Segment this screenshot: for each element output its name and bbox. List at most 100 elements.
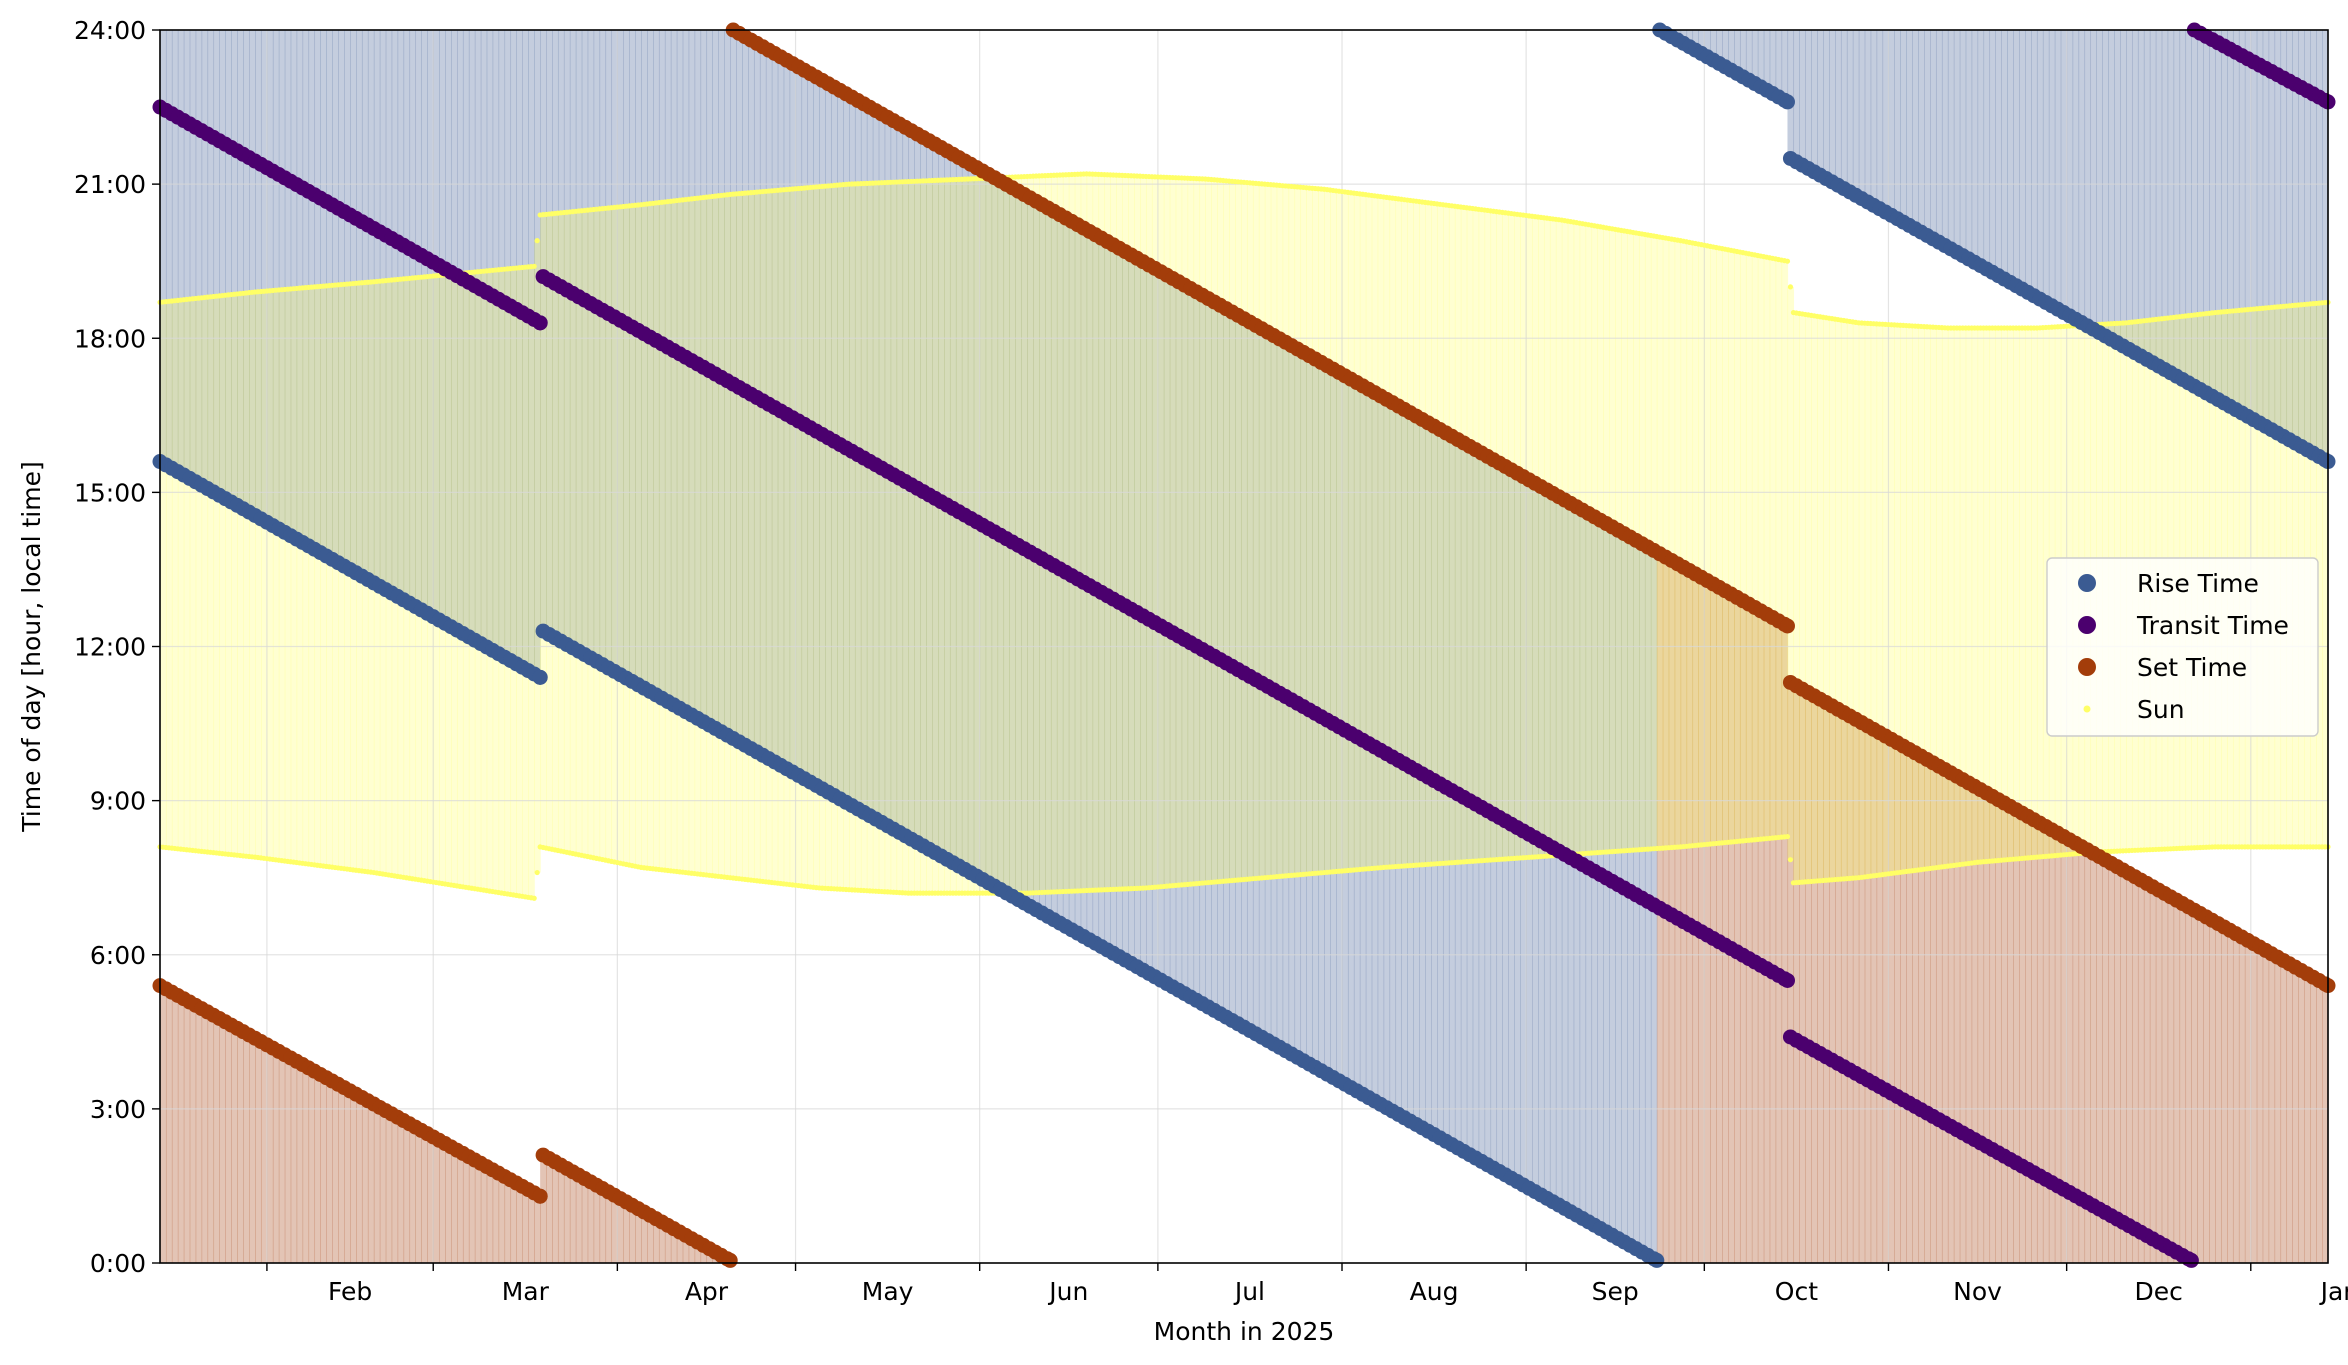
rise-fill — [183, 30, 191, 477]
set-fill — [189, 1003, 197, 1263]
sun-fill — [1924, 326, 1931, 869]
x-tick-label: Feb — [328, 1277, 372, 1306]
sun-fill — [1442, 205, 1450, 864]
sun-fill — [1888, 324, 1895, 874]
set-fill — [1989, 796, 1996, 1263]
sun-fill — [1318, 189, 1325, 873]
sun-fill — [1674, 240, 1682, 848]
set-fill — [1829, 705, 1836, 1263]
rise-fill — [1977, 30, 1985, 266]
set-fill — [1894, 742, 1901, 1263]
set-fill — [1918, 756, 1925, 1263]
sun-fill — [1543, 218, 1551, 857]
rise-fill — [2244, 30, 2252, 417]
sun-fill — [1484, 210, 1492, 861]
set-fill — [1846, 715, 1854, 1263]
sun-fill — [1223, 180, 1230, 882]
rise-fill — [1995, 30, 2002, 276]
y-tick-label: 3:00 — [90, 1095, 146, 1124]
rise-fill — [2215, 30, 2222, 400]
set-fill — [1817, 699, 1824, 1263]
set-fill — [2096, 856, 2103, 1263]
rise-fill — [2203, 30, 2210, 393]
sun-fill — [415, 277, 422, 880]
rise-fill — [1941, 30, 1949, 246]
set-fill — [171, 993, 179, 1263]
sun-fill — [1074, 174, 1082, 891]
sun-fill — [647, 203, 654, 869]
rise-fill — [213, 30, 220, 494]
sun-fill — [1330, 190, 1337, 872]
sun-fill — [1116, 175, 1123, 890]
set-fill — [1882, 736, 1890, 1263]
sun-fill — [1579, 223, 1587, 854]
set-fill — [498, 1174, 506, 1263]
sun-fill — [979, 178, 987, 894]
sun-fill — [1252, 183, 1260, 879]
set-fill — [290, 1059, 298, 1263]
sun-fill — [1270, 184, 1278, 877]
rise-fill — [676, 30, 684, 709]
rise-fill — [2310, 30, 2317, 454]
sun-fill — [1193, 178, 1201, 884]
sun-fill — [1739, 252, 1747, 841]
rise-fill — [255, 30, 262, 518]
sun-fill — [2025, 327, 2032, 858]
set-fill — [1840, 712, 1848, 1263]
sun-fill — [581, 210, 589, 856]
rise-fill — [2120, 30, 2127, 346]
sun-fill — [2019, 327, 2026, 859]
rise-fill — [1728, 30, 1735, 71]
sun-fill — [528, 266, 535, 898]
rise-fill — [599, 30, 607, 665]
sunset-point — [534, 238, 540, 244]
set-fill — [546, 1158, 553, 1263]
sun-fill — [653, 202, 660, 870]
rise-fill — [1989, 30, 1996, 273]
rise-fill — [2173, 30, 2181, 377]
set-fill — [641, 1211, 648, 1263]
sun-fill — [1823, 317, 1830, 881]
rise-fill — [2149, 30, 2157, 363]
rise-fill — [2155, 30, 2163, 367]
sun-fill — [878, 182, 886, 892]
set-fill — [2131, 876, 2139, 1263]
sun-fill — [445, 274, 452, 885]
rise-fill — [237, 30, 244, 508]
rise-fill — [2126, 30, 2133, 350]
set-fill — [2108, 863, 2115, 1263]
sun-fill — [1235, 181, 1242, 880]
set-fill — [2250, 943, 2258, 1263]
rise-fill — [1745, 30, 1753, 81]
rise-fill — [575, 30, 583, 652]
sun-fill — [1656, 237, 1664, 849]
sun-fill — [2316, 303, 2323, 847]
sun-fill — [1781, 260, 1789, 837]
set-fill — [552, 1161, 559, 1263]
sun-fill — [213, 296, 220, 853]
x-tick-label: May — [862, 1277, 914, 1306]
sun-fill — [231, 294, 238, 855]
legend-label: Set Time — [2137, 653, 2247, 682]
sun-fill — [1591, 225, 1599, 853]
set-fill — [2054, 833, 2062, 1263]
legend-label: Sun — [2137, 695, 2185, 724]
set-fill — [581, 1178, 589, 1263]
sun-fill — [1549, 218, 1557, 856]
sun-fill — [1395, 198, 1402, 867]
sun-fill — [1728, 250, 1735, 843]
set-fill — [1811, 695, 1818, 1263]
sun-fill — [2001, 327, 2008, 860]
sun-fill — [1460, 207, 1468, 862]
sun-series — [157, 171, 2331, 901]
sun-fill — [1312, 188, 1319, 874]
set-fill — [255, 1039, 262, 1263]
set-fill — [2013, 809, 2020, 1263]
rise-fill — [2268, 30, 2276, 430]
rise-fill — [1775, 30, 1783, 97]
set-fill — [1745, 604, 1753, 1263]
rise-fill — [2167, 30, 2175, 373]
sun-fill — [314, 286, 321, 866]
set-fill — [528, 1191, 535, 1263]
sun-fill — [1799, 313, 1806, 883]
